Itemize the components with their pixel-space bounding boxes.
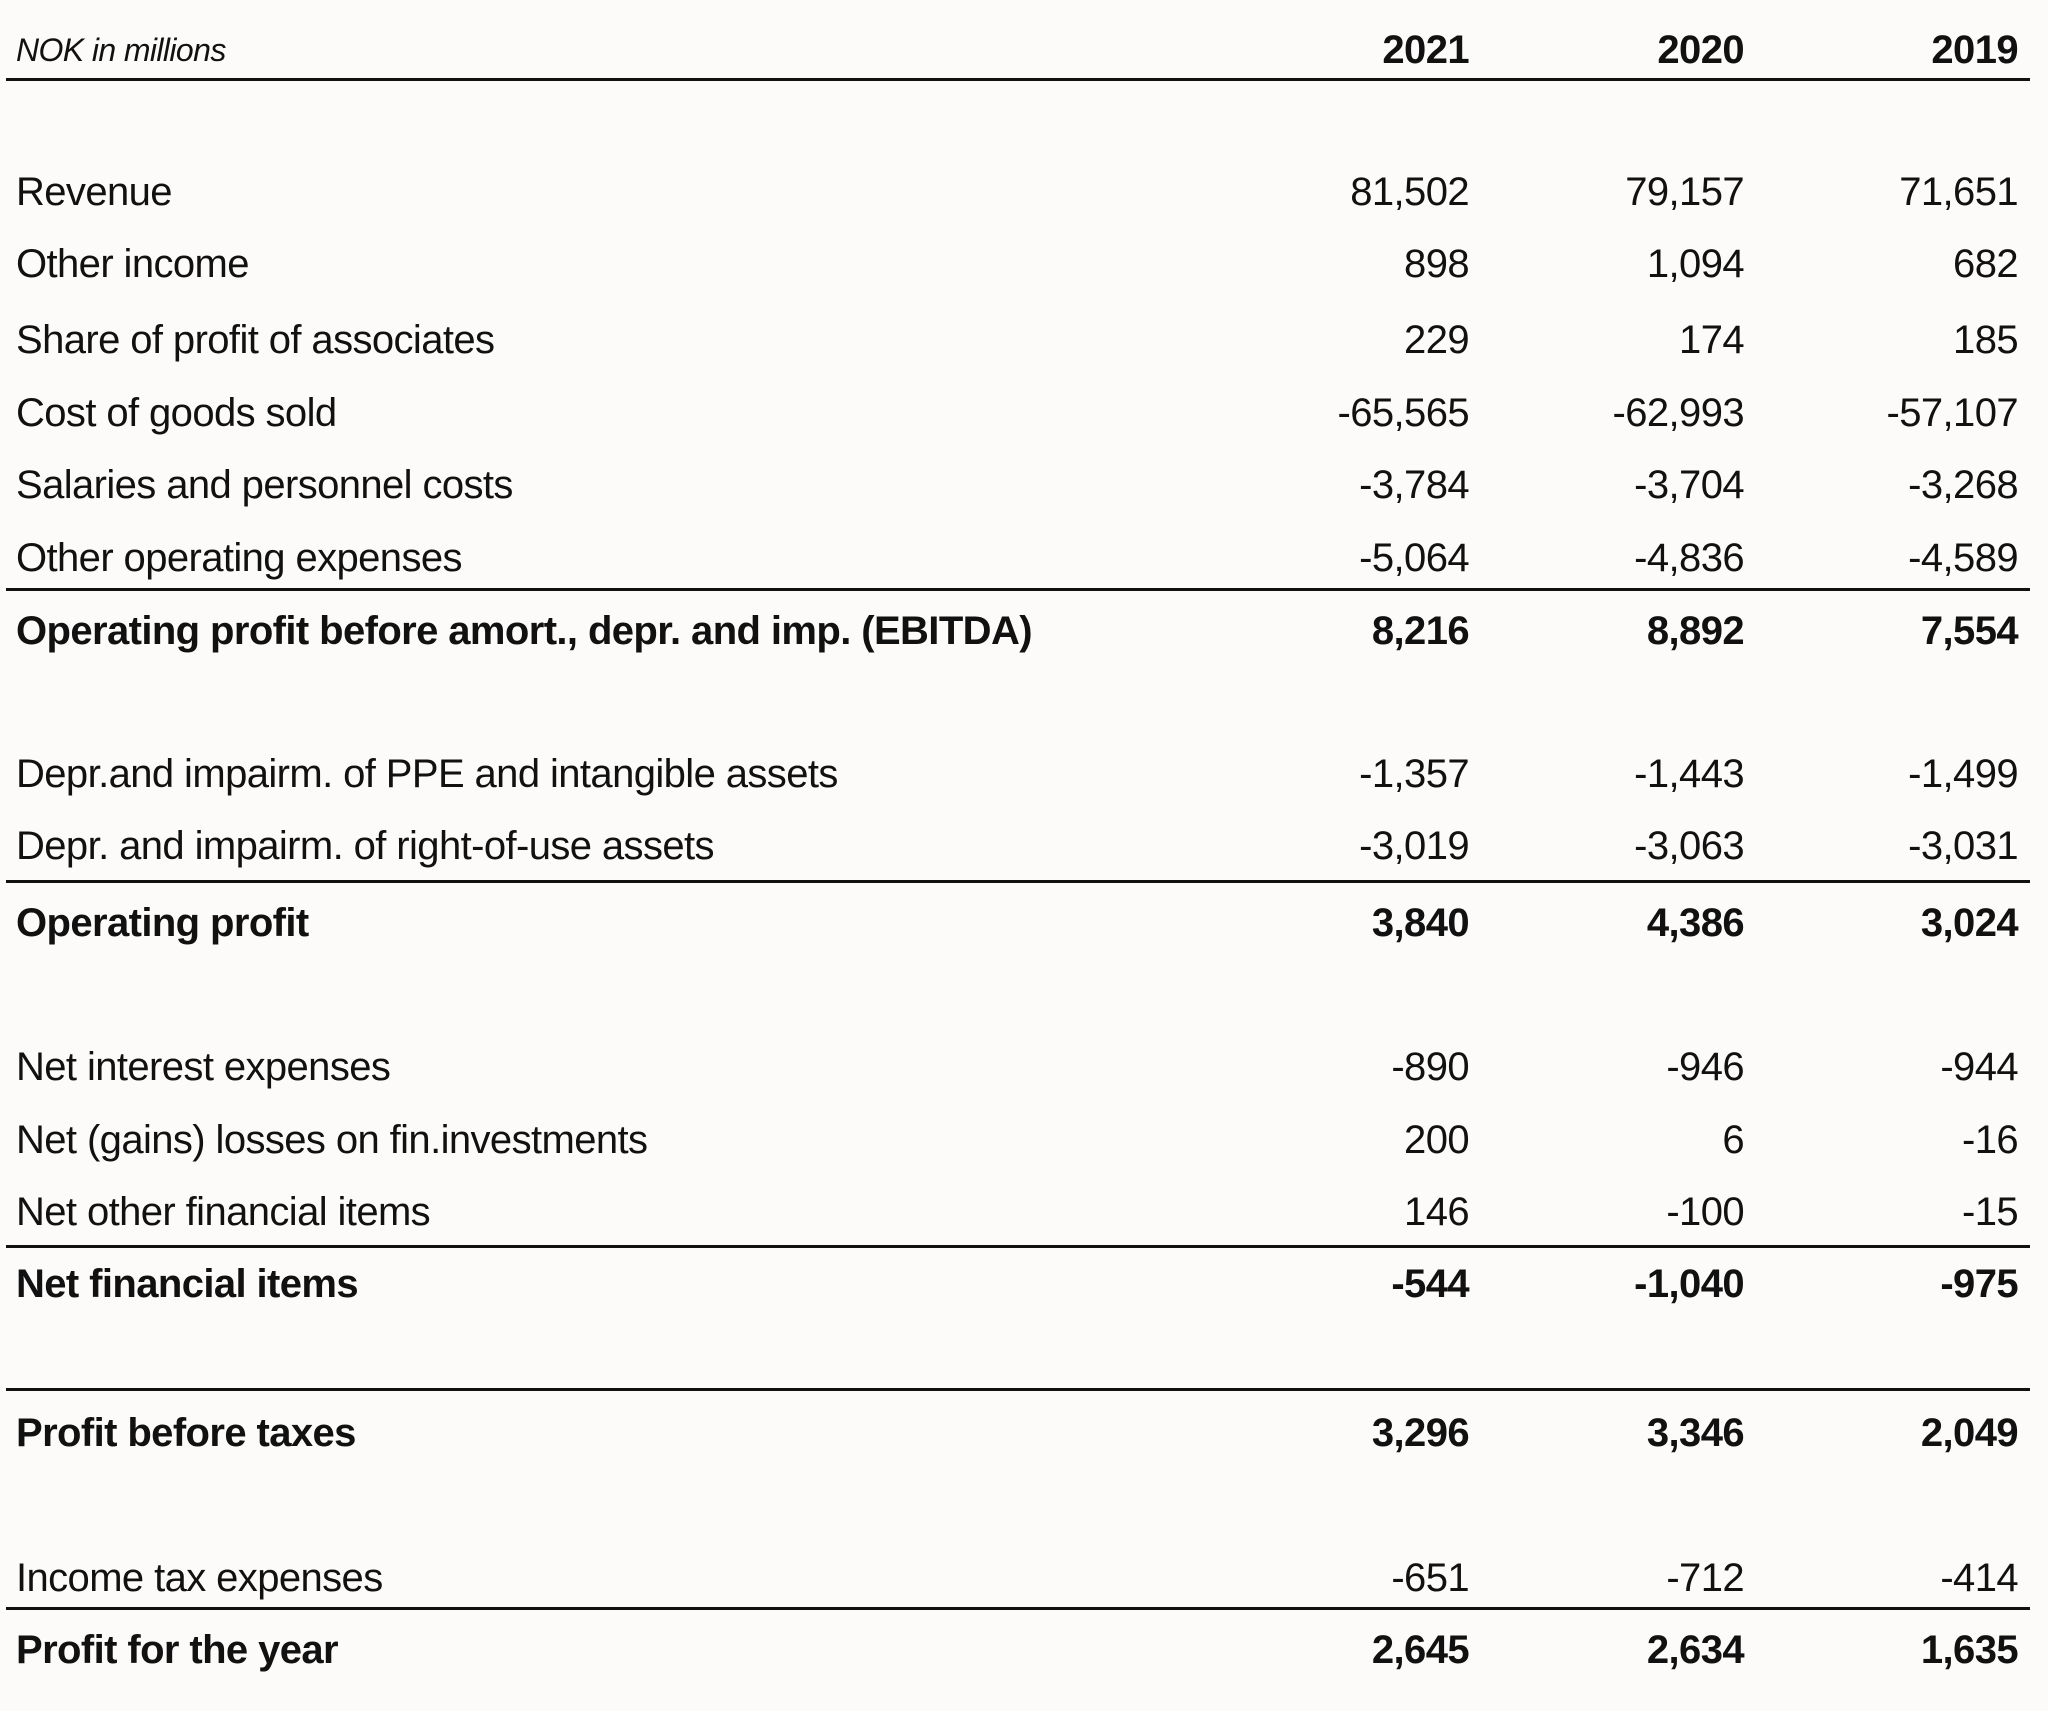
row-value: -3,031: [1908, 824, 2018, 868]
row-value: 6: [1722, 1118, 1744, 1162]
rule: [6, 78, 2030, 81]
rule: [6, 1245, 2030, 1248]
row-label: Profit for the year: [16, 1628, 339, 1672]
rule: [6, 588, 2030, 591]
rule: [6, 1388, 2030, 1391]
row-value: -712: [1666, 1556, 1744, 1600]
row-value: 3,346: [1646, 1411, 1745, 1455]
row-value: -3,704: [1634, 463, 1744, 507]
row-value: 229: [1404, 318, 1470, 362]
row-label: Cost of goods sold: [16, 391, 337, 435]
row-value: 3,024: [1920, 901, 2019, 945]
row-value: -414: [1940, 1556, 2018, 1600]
row-value: -62,993: [1612, 391, 1745, 435]
row-label: Revenue: [16, 170, 173, 214]
row-value: 79,157: [1625, 170, 1744, 214]
row-value: -3,784: [1359, 463, 1469, 507]
column-header: 2020: [1657, 28, 1744, 72]
row-value: 2,049: [1920, 1411, 2019, 1455]
row-value: 71,651: [1899, 170, 2018, 214]
row-value: 898: [1404, 242, 1470, 286]
row-value: -4,836: [1634, 536, 1744, 580]
row-value: 1,635: [1920, 1628, 2019, 1672]
row-label: Net (gains) losses on fin.investments: [16, 1118, 648, 1162]
row-label: Profit before taxes: [16, 1411, 356, 1455]
row-value: -57,107: [1886, 391, 2019, 435]
row-value: 3,840: [1371, 901, 1470, 945]
row-value: 1,094: [1646, 242, 1745, 286]
row-value: -944: [1940, 1045, 2018, 1089]
row-label: Net financial items: [16, 1262, 359, 1306]
row-value: 185: [1953, 318, 2019, 362]
row-label: Depr.and impairm. of PPE and intangible …: [16, 752, 838, 796]
row-value: 146: [1404, 1190, 1470, 1234]
row-value: -100: [1666, 1190, 1744, 1234]
row-label: Operating profit: [16, 901, 309, 945]
row-label: Share of profit of associates: [16, 318, 495, 362]
row-label: Other income: [16, 242, 250, 286]
row-value: -65,565: [1337, 391, 1470, 435]
rule: [6, 1607, 2030, 1610]
row-label: Operating profit before amort., depr. an…: [16, 609, 1033, 653]
row-value: 200: [1404, 1118, 1470, 1162]
row-value: -3,063: [1634, 824, 1744, 868]
row-label: Salaries and personnel costs: [16, 463, 513, 507]
row-value: -1,357: [1359, 752, 1469, 796]
row-value: -16: [1961, 1118, 2019, 1162]
row-label: Income tax expenses: [16, 1556, 383, 1600]
row-label: Net other financial items: [16, 1190, 431, 1234]
row-label: Depr. and impairm. of right-of-use asset…: [16, 824, 715, 868]
row-value: 2,634: [1646, 1628, 1745, 1672]
row-value: 3,296: [1371, 1411, 1470, 1455]
unit-label: NOK in millions: [16, 32, 226, 68]
row-value: -1,499: [1908, 752, 2018, 796]
row-value: 81,502: [1350, 170, 1469, 214]
row-value: 4,386: [1646, 901, 1745, 945]
row-value: -5,064: [1359, 536, 1469, 580]
row-value: 8,216: [1371, 609, 1470, 653]
row-value: -975: [1940, 1262, 2018, 1306]
row-value: -946: [1666, 1045, 1744, 1089]
row-value: 2,645: [1371, 1628, 1470, 1672]
row-value: -1,040: [1634, 1262, 1744, 1306]
row-value: -651: [1391, 1556, 1469, 1600]
row-value: -15: [1961, 1190, 2019, 1234]
row-value: 682: [1953, 242, 2019, 286]
row-value: -3,268: [1908, 463, 2018, 507]
row-value: -4,589: [1908, 536, 2018, 580]
rule: [6, 880, 2030, 883]
row-value: -544: [1391, 1262, 1469, 1306]
row-value: -1,443: [1634, 752, 1744, 796]
row-label: Net interest expenses: [16, 1045, 391, 1089]
column-header: 2019: [1931, 28, 2018, 72]
row-label: Other operating expenses: [16, 536, 463, 580]
column-header: 2021: [1382, 28, 1469, 72]
row-value: 7,554: [1920, 609, 2019, 653]
row-value: -890: [1391, 1045, 1469, 1089]
row-value: 174: [1679, 318, 1745, 362]
row-value: -3,019: [1359, 824, 1469, 868]
row-value: 8,892: [1646, 609, 1745, 653]
